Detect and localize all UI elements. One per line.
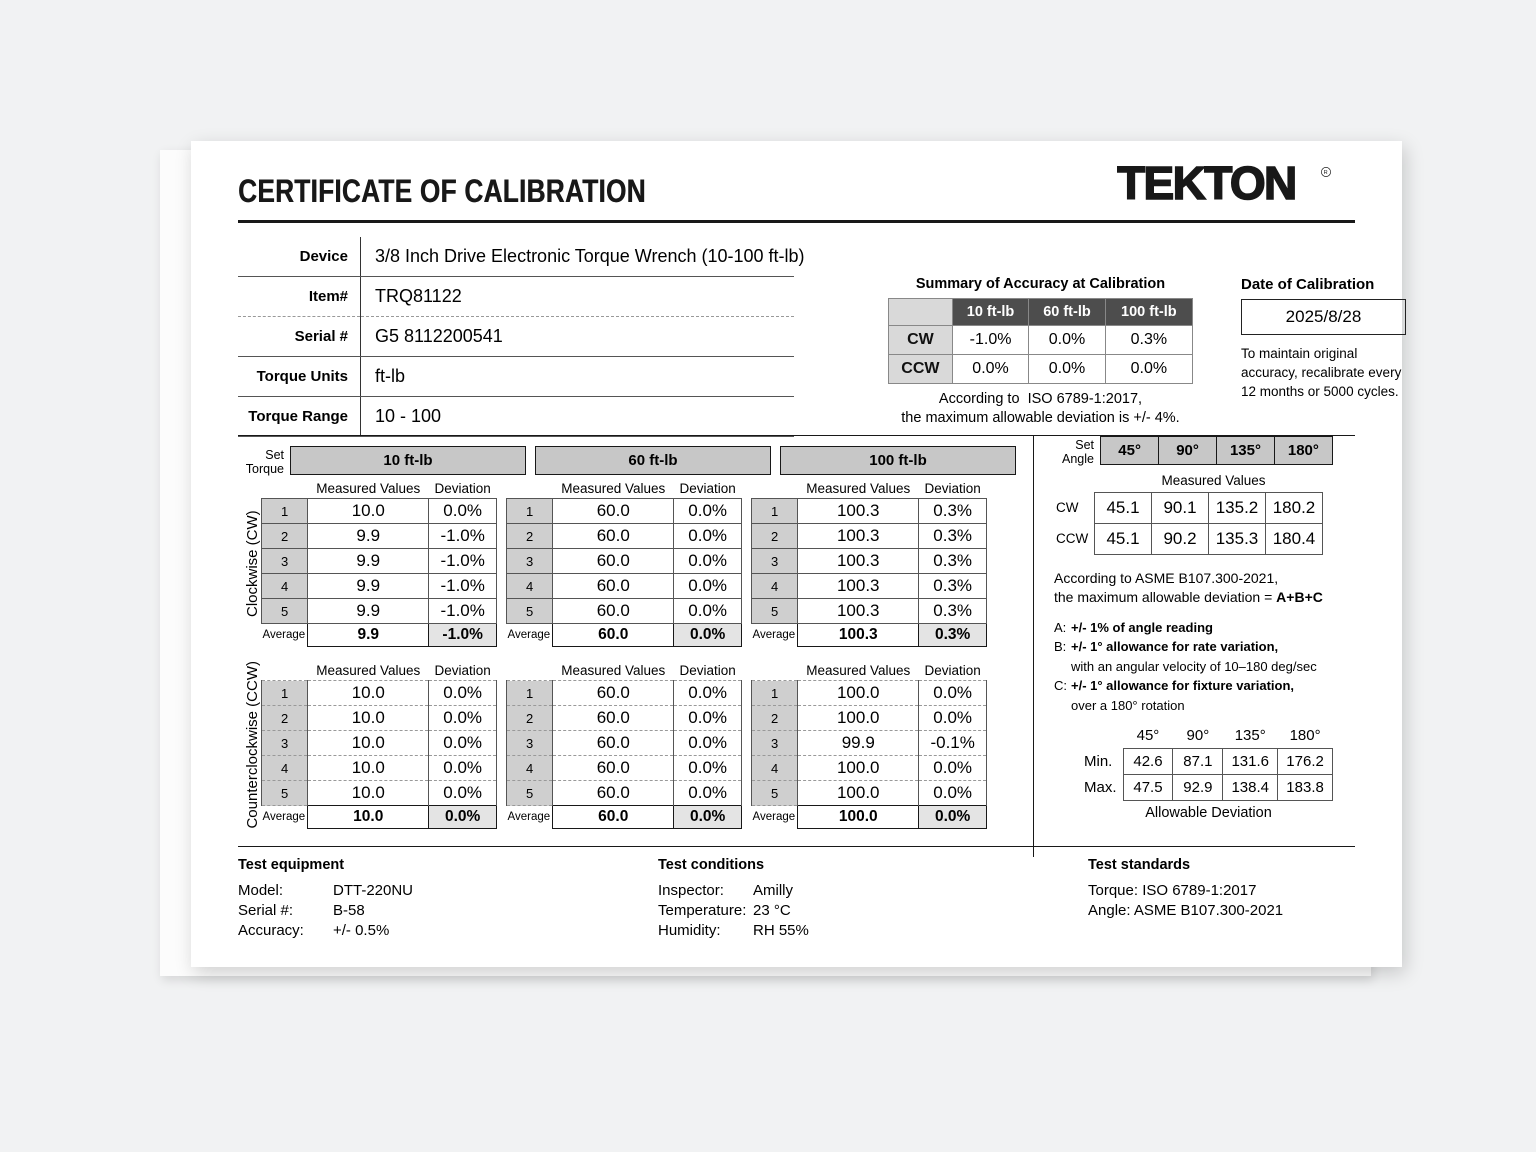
- svg-text:TEKTON: TEKTON: [1117, 161, 1296, 209]
- svg-text:R: R: [1324, 170, 1328, 176]
